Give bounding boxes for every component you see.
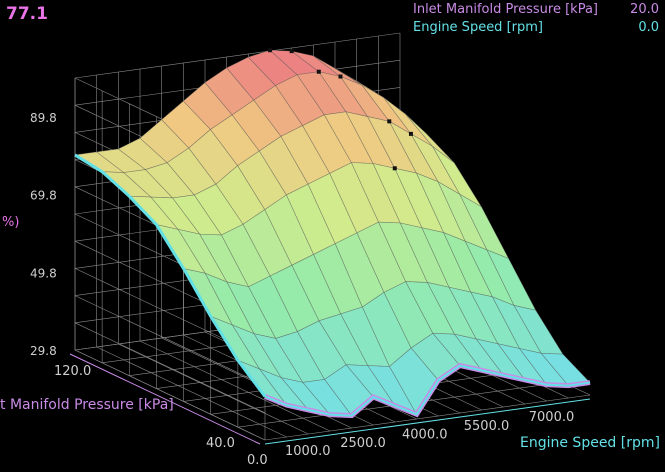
speed-readout-value: 0.0: [638, 20, 659, 35]
data-marker: [338, 74, 343, 79]
floor-gridline: [74, 349, 266, 441]
pressure-axis-line: [69, 353, 261, 445]
data-marker: [316, 69, 321, 74]
pressure-readout-value: 20.0: [630, 2, 659, 17]
z-tick-label: 69.8: [30, 189, 57, 203]
side-wall-gridline: [74, 322, 266, 414]
floor-gridline: [264, 394, 591, 441]
floor-gridline: [118, 343, 309, 435]
pressure-axis-label: t Manifold Pressure [kPa]: [0, 397, 174, 413]
z-tick-label: 89.8: [30, 111, 57, 125]
speed-tick-label: 5500.0: [464, 419, 510, 434]
pressure-tick-label: 40.0: [206, 436, 235, 451]
speed-tick-label: 2500.0: [340, 436, 386, 451]
left-edge-line: [74, 153, 267, 398]
floor-gridline: [96, 346, 287, 438]
pressure-tick-label: 120.0: [54, 364, 91, 379]
data-marker: [408, 131, 413, 136]
data-marker: [387, 119, 392, 124]
floor-gridline: [139, 340, 331, 432]
z-tick-label: 29.8: [30, 344, 57, 358]
data-marker: [392, 166, 397, 171]
pressure-readout-label: Inlet Manifold Pressure [kPa]: [413, 2, 599, 17]
data-marker: [289, 49, 294, 54]
side-wall-gridline: [74, 295, 266, 386]
speed-axis-line: [264, 398, 591, 445]
speed-axis-label: Engine Speed [rpm]: [520, 435, 660, 451]
speed-readout-label: Engine Speed [rpm]: [413, 20, 543, 35]
pressure-tick-label: 0.0: [247, 453, 268, 468]
speed-tick-label: 7000.0: [529, 410, 575, 425]
speed-tick-label: 1000.0: [285, 444, 331, 459]
front-edge-line: [264, 364, 591, 417]
current-cell-value: 77.1: [6, 4, 48, 24]
speed-tick-label: 4000.0: [402, 428, 448, 443]
back-wall-gridline: [74, 32, 401, 79]
z-tick-label: 49.8: [30, 266, 57, 280]
z-axis-label: %): [2, 215, 19, 230]
data-marker: [268, 48, 272, 53]
